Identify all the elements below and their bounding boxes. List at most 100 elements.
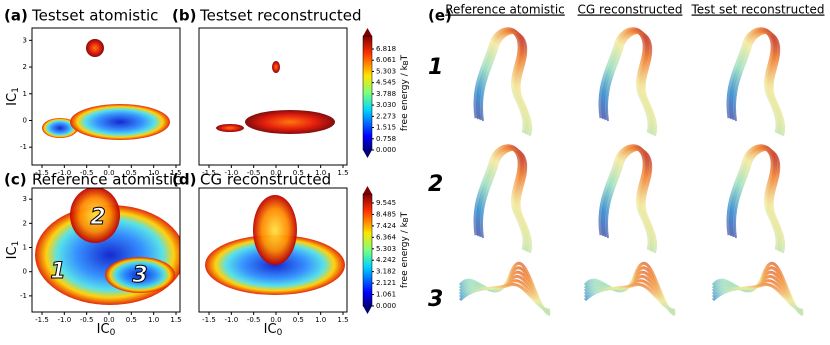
x-axis-label: IC0 <box>264 322 283 338</box>
panel-label: (a) <box>4 7 28 25</box>
y-tick-label: -1 <box>20 143 27 151</box>
protein-ribbon <box>481 31 533 137</box>
colorbar-tick-label: 2.273 <box>376 112 396 120</box>
colorbar-tick-label: 6.364 <box>376 233 397 241</box>
x-tick-label: 0.5 <box>126 316 137 324</box>
density-blob <box>42 118 78 138</box>
colorbar-cap <box>363 306 372 314</box>
density-blob <box>70 104 170 140</box>
plot-frame <box>31 27 181 166</box>
state-annotation: 3 <box>132 263 147 288</box>
protein-ribbon <box>601 145 655 252</box>
colorbar-tick-label: 3.030 <box>376 101 396 109</box>
density-blob <box>253 195 297 265</box>
colorbar-tick-label: 8.485 <box>376 210 396 218</box>
x-tick-label: 0.5 <box>293 169 304 177</box>
y-tick-label: 2 <box>23 219 27 227</box>
colorbar-tick-label: 6.061 <box>376 56 396 64</box>
panel-title: Testset reconstructed <box>199 7 361 25</box>
y-tick-label: 1 <box>23 244 27 252</box>
protein-ribbon <box>606 31 658 137</box>
x-tick-label: 0.0 <box>270 169 281 177</box>
y-axis-label: IC1 <box>5 87 21 106</box>
colorbar-tick-label: 9.545 <box>376 199 396 207</box>
state-annotation: 2 <box>90 205 105 230</box>
colorbar-tick-label: 1.061 <box>376 291 396 299</box>
colorbar-label: free energy / kBT <box>400 211 411 288</box>
colorbar-tick-label: 6.818 <box>376 45 396 53</box>
protein-ribbon <box>478 147 531 253</box>
x-tick-label: 1.0 <box>148 316 159 324</box>
heatmap <box>216 61 335 134</box>
density-blob <box>216 124 244 132</box>
colorbar-tick-label: 0.000 <box>376 302 396 310</box>
colorbar-tick-label: 1.515 <box>376 124 396 132</box>
x-tick-label: 0.5 <box>293 316 304 324</box>
x-label-sub: 0 <box>110 328 116 338</box>
x-axis-label: IC0 <box>97 322 116 338</box>
x-tick-label: 0.0 <box>270 316 281 324</box>
plot-frame <box>198 27 348 166</box>
x-tick-label: -0.5 <box>80 316 94 324</box>
x-tick-label: -1.0 <box>57 316 71 324</box>
column-header: Reference atomistic <box>445 3 565 17</box>
y-label-sub: 1 <box>11 241 21 247</box>
protein-ribbon <box>711 283 804 312</box>
colorbar-label: free energy / kBT <box>400 54 411 131</box>
panel-label: (d) <box>172 171 196 189</box>
protein-ribbon <box>729 145 783 252</box>
x-tick-label: -0.5 <box>80 169 94 177</box>
panel-label: (b) <box>172 7 196 25</box>
protein-ribbon <box>601 28 655 135</box>
panel-label: (e) <box>428 7 452 25</box>
colorbar-cap <box>363 28 372 36</box>
protein-ribbon <box>731 30 784 136</box>
x-tick-label: -1.5 <box>202 316 216 324</box>
heatmap <box>35 188 180 305</box>
y-label-main: IC <box>5 93 20 106</box>
y-label-sub: 1 <box>11 87 21 93</box>
x-tick-label: 1.5 <box>337 316 348 324</box>
colorbar-tick-label: 7.424 <box>376 222 397 230</box>
protein-ribbon <box>478 30 531 136</box>
column-header: Test set reconstructed <box>691 3 825 17</box>
x-tick-label: 0.0 <box>103 316 114 324</box>
x-tick-label: 1.5 <box>170 316 181 324</box>
x-tick-label: 1.5 <box>170 169 181 177</box>
protein-ribbon <box>583 283 676 312</box>
x-tick-label: 1.0 <box>315 316 326 324</box>
y-tick-label: -1 <box>20 292 27 300</box>
y-tick-label: 3 <box>23 36 27 44</box>
x-tick-label: 1.5 <box>337 169 348 177</box>
x-tick-label: 0.5 <box>126 169 137 177</box>
plot-frame <box>198 187 348 313</box>
density-blob <box>272 61 280 73</box>
x-tick-label: 1.0 <box>315 169 326 177</box>
heatmap <box>42 39 170 140</box>
density-blob <box>86 39 104 57</box>
state-annotation: 1 <box>50 259 65 284</box>
protein-ribbon <box>476 145 530 252</box>
protein-ribbon <box>476 28 530 135</box>
colorbar-tick-label: 4.545 <box>376 79 396 87</box>
cb-label-tail: T <box>400 54 410 61</box>
y-tick-label: 1 <box>23 90 27 98</box>
x-tick-label: 0.0 <box>103 169 114 177</box>
colorbar <box>362 193 373 307</box>
row-label: 3 <box>428 287 443 312</box>
protein-ribbon <box>481 148 533 254</box>
colorbar-cap <box>363 186 372 194</box>
cb-label-sub: B <box>402 60 410 65</box>
x-tick-label: -0.5 <box>247 316 261 324</box>
colorbar-tick-label: 2.121 <box>376 279 396 287</box>
x-label-sub: 0 <box>277 328 283 338</box>
cb-label-tail: T <box>400 211 410 218</box>
y-axis-label: IC1 <box>5 241 21 260</box>
x-tick-label: -1.5 <box>35 169 49 177</box>
y-tick-label: 2 <box>23 63 27 71</box>
x-tick-label: -0.5 <box>247 169 261 177</box>
protein-ribbon <box>731 147 784 253</box>
column-header: CG reconstructed <box>578 3 683 17</box>
x-tick-label: -1.0 <box>224 316 238 324</box>
